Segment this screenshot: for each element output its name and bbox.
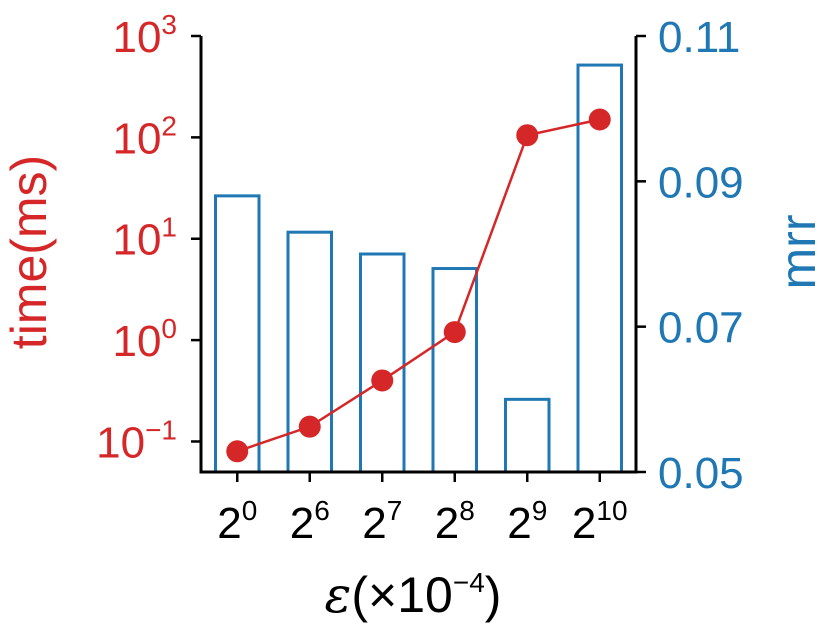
x-tick-label: 27 [362,495,402,548]
mrr-bar [504,397,551,474]
left-tick-label: 103 [112,9,177,62]
time-point [371,369,394,392]
x-tick-label: 26 [290,495,330,548]
mrr-bar [214,194,261,474]
left-tick-label-exp: 2 [161,110,177,141]
left-tick-label-base: 10 [112,216,161,265]
left-tick-label-exp: 3 [161,9,177,40]
left-tick-label-base: 10 [96,418,145,467]
left-tick-label-base: 10 [112,13,161,62]
x-tick-label-exp: 10 [596,495,627,526]
right-tick-label: 0.05 [658,449,744,498]
x-axis-title: ε(×10−4) [325,566,502,624]
left-tick-label-exp: −1 [145,414,177,445]
right-axis-ticks: 0.05 0.07 0.09 0.11 [636,13,744,498]
left-tick-label: 102 [112,110,177,163]
x-tick-label-exp: 0 [242,495,258,526]
x-tick-label-base: 2 [290,499,314,548]
left-tick-label: 101 [112,212,177,265]
x-tick-label-exp: 9 [532,495,548,526]
y-left-axis-title: time(ms) [1,155,57,349]
x-tick-label-base: 2 [507,499,531,548]
x-tick-label: 20 [217,495,257,548]
time-line [236,118,601,453]
time-point [298,415,321,438]
x-axis-ticks: 20 26 27 28 29 210 [217,472,628,548]
left-tick-label-exp: 0 [161,313,177,344]
x-tick-label-exp: 8 [459,495,475,526]
right-tick-label: 0.11 [658,13,740,62]
right-tick-label: 0.09 [658,158,744,207]
x-tick-label-base: 2 [572,499,596,548]
left-tick-label-base: 10 [112,317,161,366]
time-point [226,440,249,463]
x-tick-label-exp: 6 [314,495,330,526]
x-tick-label-base: 2 [217,499,241,548]
left-tick-label: 100 [112,313,177,366]
y-right-axis-title: mrr [770,215,826,290]
x-axis-title-close: ) [485,567,502,623]
time-point [443,321,466,344]
mrr-bar [359,252,406,474]
x-tick-label: 28 [435,495,475,548]
x-axis-title-open: (×10 [351,567,452,623]
x-tick-label: 210 [572,495,628,548]
plot-frame [199,36,638,474]
x-axis-title-symbol: ε [325,566,352,624]
x-tick-label-base: 2 [362,499,386,548]
line-series-group [226,108,611,463]
left-tick-label-base: 10 [112,114,161,163]
bar-group [214,63,623,474]
x-tick-label: 29 [507,495,547,548]
time-point [588,108,611,131]
x-tick-label-base: 2 [435,499,459,548]
x-tick-label-exp: 7 [387,495,403,526]
time-point [516,124,539,147]
mrr-bar [431,267,478,474]
x-axis-title-exp: −4 [453,567,485,598]
left-tick-label-exp: 1 [161,212,177,243]
left-tick-label: 10−1 [96,414,177,467]
right-tick-label: 0.07 [658,304,744,353]
